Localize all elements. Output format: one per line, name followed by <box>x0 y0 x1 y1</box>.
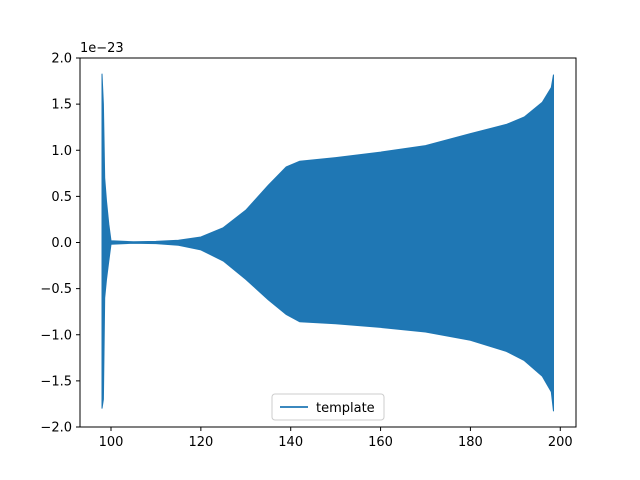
legend: template <box>271 393 385 421</box>
y-tick-label: −2.0 <box>40 421 72 436</box>
y-tick-label: 2.0 <box>51 52 72 67</box>
y-tick-label: 0.0 <box>51 236 72 251</box>
x-tick-label: 200 <box>548 435 573 450</box>
x-tick-label: 180 <box>458 435 483 450</box>
legend-label-template: template <box>316 401 375 416</box>
y-tick-label: −1.5 <box>40 374 72 389</box>
y-tick-label: 0.5 <box>51 190 72 205</box>
y-axis: 2.0 1.5 1.0 0.5 0.0 −0.5 −1.0 −1.5 −2.0 <box>40 52 80 436</box>
x-tick-label: 140 <box>278 435 303 450</box>
y-offset-label: 1e−23 <box>80 41 124 56</box>
legend-frame <box>271 393 385 421</box>
series-template <box>101 73 554 412</box>
x-axis: 100 120 140 160 180 200 <box>99 427 573 450</box>
x-tick-label: 120 <box>188 435 213 450</box>
y-tick-label: 1.0 <box>51 144 72 159</box>
series-layer <box>101 73 554 412</box>
x-tick-label: 160 <box>368 435 393 450</box>
y-tick-label: 1.5 <box>51 98 72 113</box>
y-tick-label: −0.5 <box>40 282 72 297</box>
y-tick-label: −1.0 <box>40 328 72 343</box>
x-tick-label: 100 <box>99 435 124 450</box>
